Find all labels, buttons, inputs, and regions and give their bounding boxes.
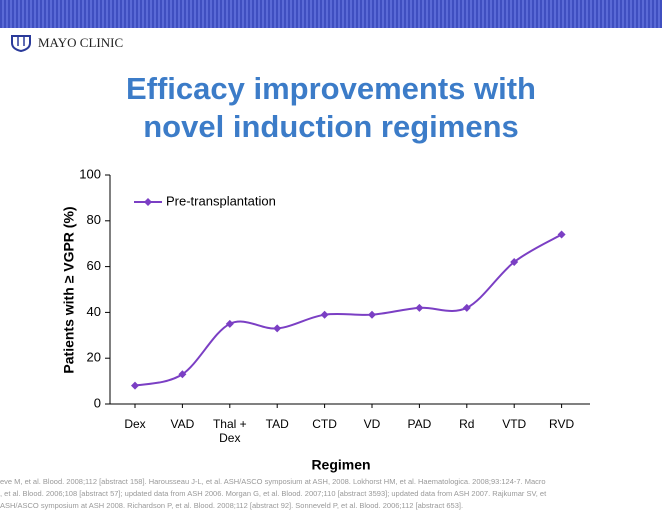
- point-marker: [273, 324, 282, 333]
- legend-marker: [144, 198, 152, 206]
- chart-title: Efficacy improvements with novel inducti…: [125, 71, 536, 144]
- y-tick-label: 80: [87, 212, 101, 227]
- x-tick-label: PAD: [407, 417, 432, 431]
- logo-text: MAYO CLINIC: [38, 35, 124, 50]
- y-tick-label: 100: [79, 166, 101, 181]
- y-tick-label: 20: [87, 350, 101, 365]
- x-tick-label: TAD: [265, 417, 289, 431]
- x-tick-label: Rd: [459, 417, 475, 431]
- reference-line: ASH/ASCO symposium at ASH 2008. Richards…: [0, 501, 464, 510]
- x-axis-label: Regimen: [311, 457, 370, 473]
- x-tick-label: Thal + Dex: [212, 417, 247, 445]
- point-marker: [178, 370, 187, 379]
- y-tick-label: 40: [87, 304, 101, 319]
- y-tick-label: 60: [87, 258, 101, 273]
- legend-label: Pre-transplantation: [166, 193, 276, 208]
- point-marker: [557, 230, 566, 239]
- logo-icon: [11, 35, 31, 52]
- point-marker: [510, 258, 519, 267]
- point-marker: [415, 303, 424, 312]
- x-tick-label: Dex: [124, 417, 146, 431]
- x-tick-label: CTD: [312, 417, 337, 431]
- x-tick-label: RVD: [549, 417, 575, 431]
- point-marker: [131, 381, 139, 390]
- reference-line: eve M, et al. Blood. 2008;112 [abstract …: [0, 477, 546, 486]
- series-line: [134, 233, 563, 387]
- point-marker: [462, 303, 471, 312]
- x-tick-label: VTD: [502, 417, 527, 431]
- point-marker: [320, 310, 329, 319]
- reference-line: , et al. Blood. 2006;108 [abstract 57]; …: [0, 489, 547, 498]
- y-tick-label: 0: [94, 395, 101, 410]
- x-tick-label: VD: [363, 417, 381, 431]
- point-marker: [368, 310, 376, 319]
- point-marker: [225, 319, 234, 328]
- logo: MAYO CLINIC: [10, 34, 123, 52]
- footer: eve M, et al. Blood. 2008;112 [abstract …: [0, 476, 662, 512]
- x-tick-label: VAD: [170, 417, 195, 431]
- y-axis-label: Patients with ≥ VGPR (%): [61, 206, 77, 373]
- top-bar: [0, 0, 662, 28]
